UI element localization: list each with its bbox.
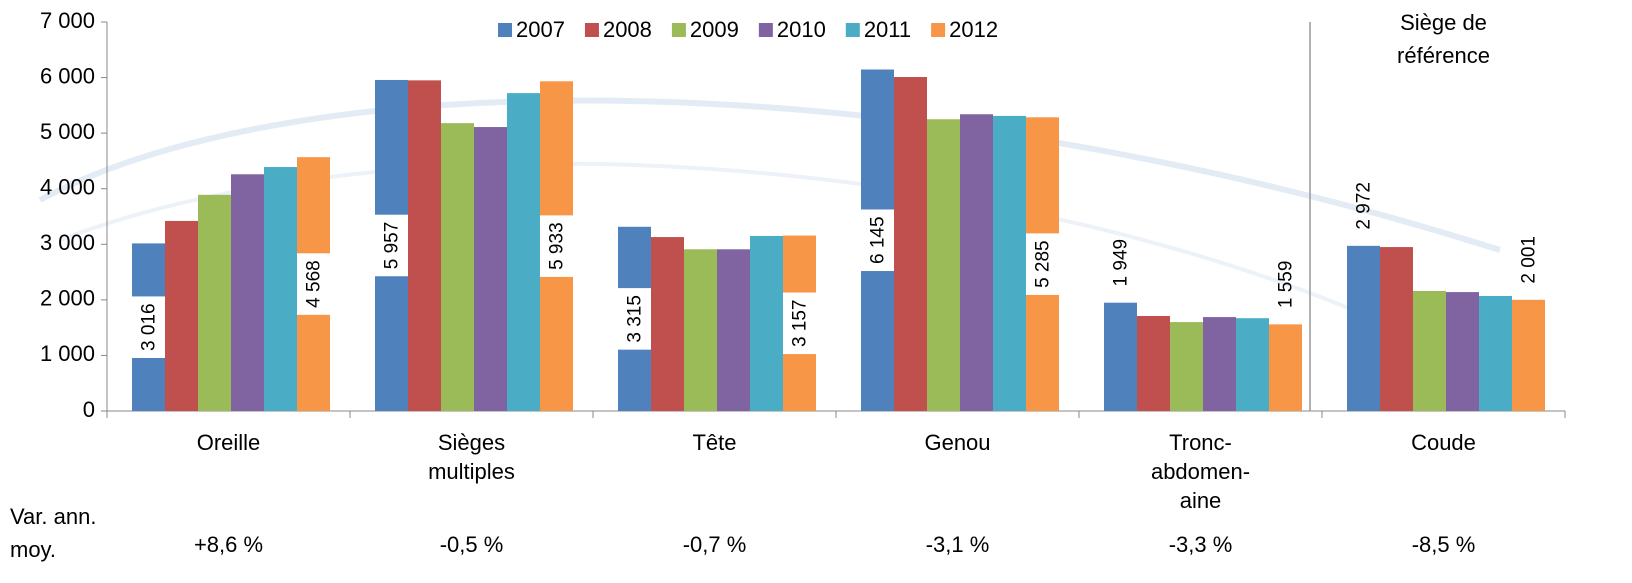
value-label-group: 5 957 xyxy=(375,214,408,277)
annotation: -0,5 % xyxy=(439,532,504,557)
bar xyxy=(474,127,507,411)
annotation: -8,5 % xyxy=(1411,532,1476,557)
value-label-box xyxy=(783,292,816,355)
value-label-group: 3 157 xyxy=(783,292,816,355)
decor xyxy=(38,97,1501,253)
bar xyxy=(717,249,750,411)
value-label-group: 6 145 xyxy=(861,209,894,272)
bar xyxy=(1236,318,1269,411)
value-label-group: 3 016 xyxy=(132,296,165,358)
annotation-label: Var. ann. moy. xyxy=(10,504,97,562)
bar xyxy=(1512,299,1545,411)
bar xyxy=(441,123,474,411)
value-label-group: 2 001 xyxy=(1519,236,1540,284)
value-label-group: 3 315 xyxy=(618,288,651,350)
bar xyxy=(1413,290,1446,411)
legend-swatch xyxy=(845,23,860,37)
y-tick-label: 5 000 xyxy=(40,119,95,144)
bar xyxy=(1479,295,1512,411)
x-tick-label: Genou xyxy=(924,430,991,455)
bar xyxy=(684,249,717,411)
y-tick-label: 0 xyxy=(83,397,95,422)
x-tick-label: Tronc-abdomen-aine xyxy=(1150,430,1251,513)
legend-swatch xyxy=(758,23,773,37)
value-label: 2 972 xyxy=(1354,182,1375,230)
bar xyxy=(750,235,783,411)
bar xyxy=(1446,292,1479,411)
x-tick-label: Coude xyxy=(1411,430,1476,455)
annotation: -3,1 % xyxy=(925,532,990,557)
decor xyxy=(59,161,1401,332)
legend-label: 2007 xyxy=(516,17,565,42)
bar xyxy=(1380,247,1413,411)
value-label-group: 2 972 xyxy=(1354,182,1375,230)
value-label-box xyxy=(861,209,894,272)
y-tick-label: 4 000 xyxy=(40,175,95,200)
bar xyxy=(1170,322,1203,411)
value-label-box xyxy=(375,214,408,277)
annotation: -0,7 % xyxy=(682,532,747,557)
legend-swatch xyxy=(931,23,946,37)
bar xyxy=(264,167,297,411)
value-label-box xyxy=(618,288,651,350)
y-tick-label: 3 000 xyxy=(40,230,95,255)
value-label: 1 559 xyxy=(1276,261,1297,309)
value-label: 3 157 xyxy=(790,300,811,348)
bar xyxy=(408,80,441,411)
bar xyxy=(1137,315,1170,411)
y-tick-label: 2 000 xyxy=(40,286,95,311)
value-label: 5 933 xyxy=(547,222,568,270)
annotation: +8,6 % xyxy=(193,532,264,557)
bar xyxy=(507,93,540,411)
value-label: 5 285 xyxy=(1033,240,1054,288)
value-label-group: 5 285 xyxy=(1026,233,1059,295)
value-label-box xyxy=(132,296,165,358)
bar xyxy=(165,220,198,411)
value-label: 6 145 xyxy=(868,216,889,264)
x-tick-label: Oreille xyxy=(196,430,261,455)
value-label-box xyxy=(297,253,330,315)
value-label-box xyxy=(540,215,573,277)
legend-label: 2012 xyxy=(949,17,998,42)
y-tick-label: 7 000 xyxy=(40,8,95,33)
value-label: 2 001 xyxy=(1519,236,1540,284)
value-label: 3 016 xyxy=(139,303,160,351)
value-label-group: 5 933 xyxy=(540,215,573,277)
bar xyxy=(198,194,231,411)
annotation: -3,3 % xyxy=(1168,532,1233,557)
legend-label: 2009 xyxy=(690,17,739,42)
value-label: 5 957 xyxy=(382,222,403,270)
bar xyxy=(1104,302,1137,411)
bar xyxy=(993,115,1026,411)
bar xyxy=(1203,317,1236,411)
value-label-group: 4 568 xyxy=(297,253,330,315)
legend-swatch xyxy=(584,23,599,37)
bar xyxy=(1347,245,1380,411)
reference-header: Siège de référence xyxy=(1397,10,1490,68)
x-tick-label: Tête xyxy=(692,430,737,455)
bar xyxy=(894,77,927,411)
legend-label: 2008 xyxy=(603,17,652,42)
value-label-group: 1 949 xyxy=(1111,239,1132,287)
bar xyxy=(231,174,264,411)
value-label: 1 949 xyxy=(1111,239,1132,287)
legend-swatch xyxy=(671,23,686,37)
bar xyxy=(651,237,684,411)
y-tick-label: 6 000 xyxy=(40,63,95,88)
value-label: 3 315 xyxy=(625,295,646,343)
x-tick-label: Sièges multiples xyxy=(428,430,515,484)
legend-label: 2010 xyxy=(777,17,826,42)
legend-swatch xyxy=(498,23,512,37)
bar xyxy=(927,119,960,411)
value-label: 4 568 xyxy=(304,260,325,308)
y-tick-label: 1 000 xyxy=(40,341,95,366)
legend-label: 2011 xyxy=(864,17,911,42)
value-label-box xyxy=(1026,233,1059,295)
bar xyxy=(960,114,993,412)
value-label-group: 1 559 xyxy=(1276,261,1297,309)
bar xyxy=(1269,324,1302,411)
